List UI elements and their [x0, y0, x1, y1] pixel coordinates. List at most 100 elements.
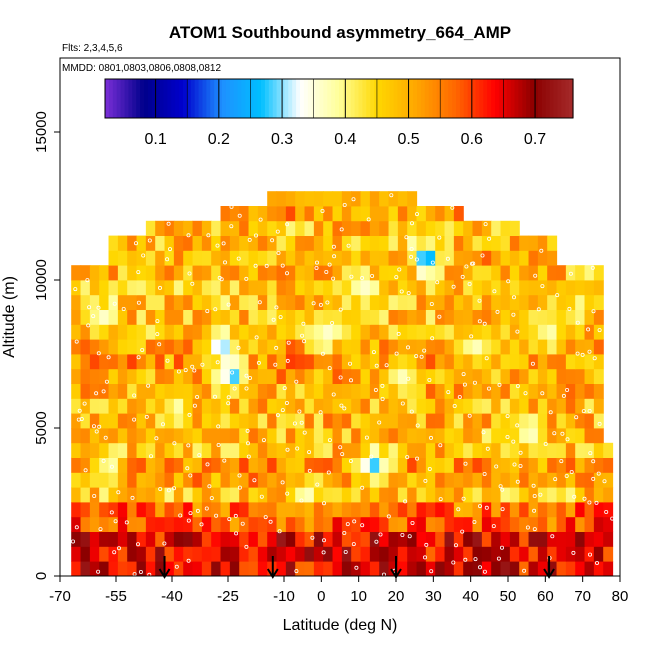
- heatmap-cell: [388, 502, 399, 518]
- heatmap-cell: [248, 472, 259, 488]
- sample-point: [406, 291, 411, 296]
- heatmap-cell: [267, 324, 278, 340]
- sample-point: [500, 507, 505, 512]
- sample-point: [132, 393, 137, 398]
- heatmap-cell: [463, 516, 474, 532]
- colorbar-segment: [147, 79, 153, 118]
- heatmap-cell: [145, 413, 156, 429]
- sample-point: [124, 520, 129, 525]
- sample-point: [307, 450, 312, 455]
- heatmap-cell: [407, 398, 418, 414]
- sample-point: [482, 569, 487, 574]
- heatmap-cell: [584, 294, 595, 310]
- heatmap-cell: [491, 442, 502, 458]
- heatmap-cell: [276, 354, 287, 370]
- heatmap-cell: [547, 516, 558, 532]
- heatmap-cell: [136, 250, 147, 266]
- heatmap-cell: [416, 502, 427, 518]
- heatmap-cell: [528, 457, 539, 473]
- profile-marker-arrow: [158, 568, 171, 579]
- heatmap-cell: [416, 546, 427, 562]
- heatmap-cell: [425, 339, 436, 355]
- heatmap-cell: [80, 354, 91, 370]
- sample-point: [400, 533, 405, 538]
- heatmap-cell: [173, 457, 184, 473]
- heatmap-cell: [239, 442, 250, 458]
- heatmap-cell: [397, 561, 408, 577]
- heatmap-cell: [500, 442, 511, 458]
- sample-point: [332, 254, 337, 259]
- heatmap-cell: [183, 280, 194, 296]
- heatmap-cell: [192, 368, 203, 384]
- sample-point: [318, 410, 323, 415]
- heatmap-cell: [556, 531, 567, 547]
- colorbar-segment: [389, 79, 395, 118]
- colorbar-segment: [557, 79, 562, 118]
- heatmap-cell: [313, 442, 324, 458]
- heatmap-cell: [565, 546, 576, 562]
- heatmap-cell: [537, 413, 548, 429]
- colorbar-segment: [362, 79, 367, 118]
- heatmap-cell: [575, 442, 586, 458]
- heatmap-cell: [519, 250, 530, 266]
- heatmap-cell: [472, 472, 483, 488]
- colorbar-segment: [292, 79, 297, 118]
- heatmap-cell: [164, 516, 175, 532]
- heatmap-cell: [369, 531, 380, 547]
- heatmap-cell: [71, 531, 82, 547]
- heatmap-cell: [491, 561, 502, 577]
- sample-point: [85, 278, 90, 283]
- heatmap-cell: [575, 516, 586, 532]
- sample-point: [461, 372, 466, 377]
- heatmap-cell: [285, 546, 296, 562]
- heatmap-cell: [575, 413, 586, 429]
- heatmap-cell: [351, 250, 362, 266]
- sample-point: [386, 514, 391, 519]
- heatmap-cell: [528, 472, 539, 488]
- heatmap-cell: [285, 354, 296, 370]
- sample-point: [419, 354, 424, 359]
- colorbar-segment: [385, 79, 391, 118]
- sample-point: [331, 244, 336, 249]
- heatmap-cell: [173, 368, 184, 384]
- heatmap-cell: [295, 368, 306, 384]
- heatmap-cell: [481, 472, 492, 488]
- heatmap-cell: [537, 398, 548, 414]
- sample-point: [244, 276, 249, 281]
- heatmap-cell: [528, 235, 539, 251]
- heatmap-cell: [332, 265, 343, 281]
- heatmap-cell: [332, 368, 343, 384]
- heatmap-cell: [211, 280, 222, 296]
- heatmap-cell: [136, 235, 147, 251]
- heatmap-cell: [341, 428, 352, 444]
- heatmap-cell: [211, 235, 222, 251]
- heatmap-cell: [239, 294, 250, 310]
- heatmap-cell: [136, 502, 147, 518]
- heatmap-cell: [99, 442, 110, 458]
- heatmap-cell: [183, 487, 194, 503]
- heatmap-cell: [164, 250, 175, 266]
- heatmap-cell: [453, 235, 464, 251]
- heatmap-cell: [211, 294, 222, 310]
- heatmap-cell: [304, 354, 315, 370]
- sample-point: [602, 479, 607, 484]
- heatmap-cell: [481, 383, 492, 399]
- sample-point: [192, 403, 197, 408]
- sample-point: [166, 221, 171, 226]
- heatmap-cell: [164, 487, 175, 503]
- colorbar-segment: [487, 79, 492, 118]
- heatmap-cell: [556, 368, 567, 384]
- profile-marker-arrow: [543, 568, 555, 579]
- colorbar-segment: [475, 79, 480, 118]
- heatmap-cell: [201, 368, 212, 384]
- heatmap-cell: [500, 516, 511, 532]
- heatmap-cell: [136, 324, 147, 340]
- heatmap-cell: [351, 428, 362, 444]
- heatmap-cell: [201, 265, 212, 281]
- heatmap-cell: [257, 383, 268, 399]
- colorbar-segment: [276, 79, 282, 118]
- sample-point: [77, 408, 82, 413]
- heatmap-cell: [565, 502, 576, 518]
- heatmap-cell: [220, 324, 231, 340]
- sample-point: [543, 441, 548, 446]
